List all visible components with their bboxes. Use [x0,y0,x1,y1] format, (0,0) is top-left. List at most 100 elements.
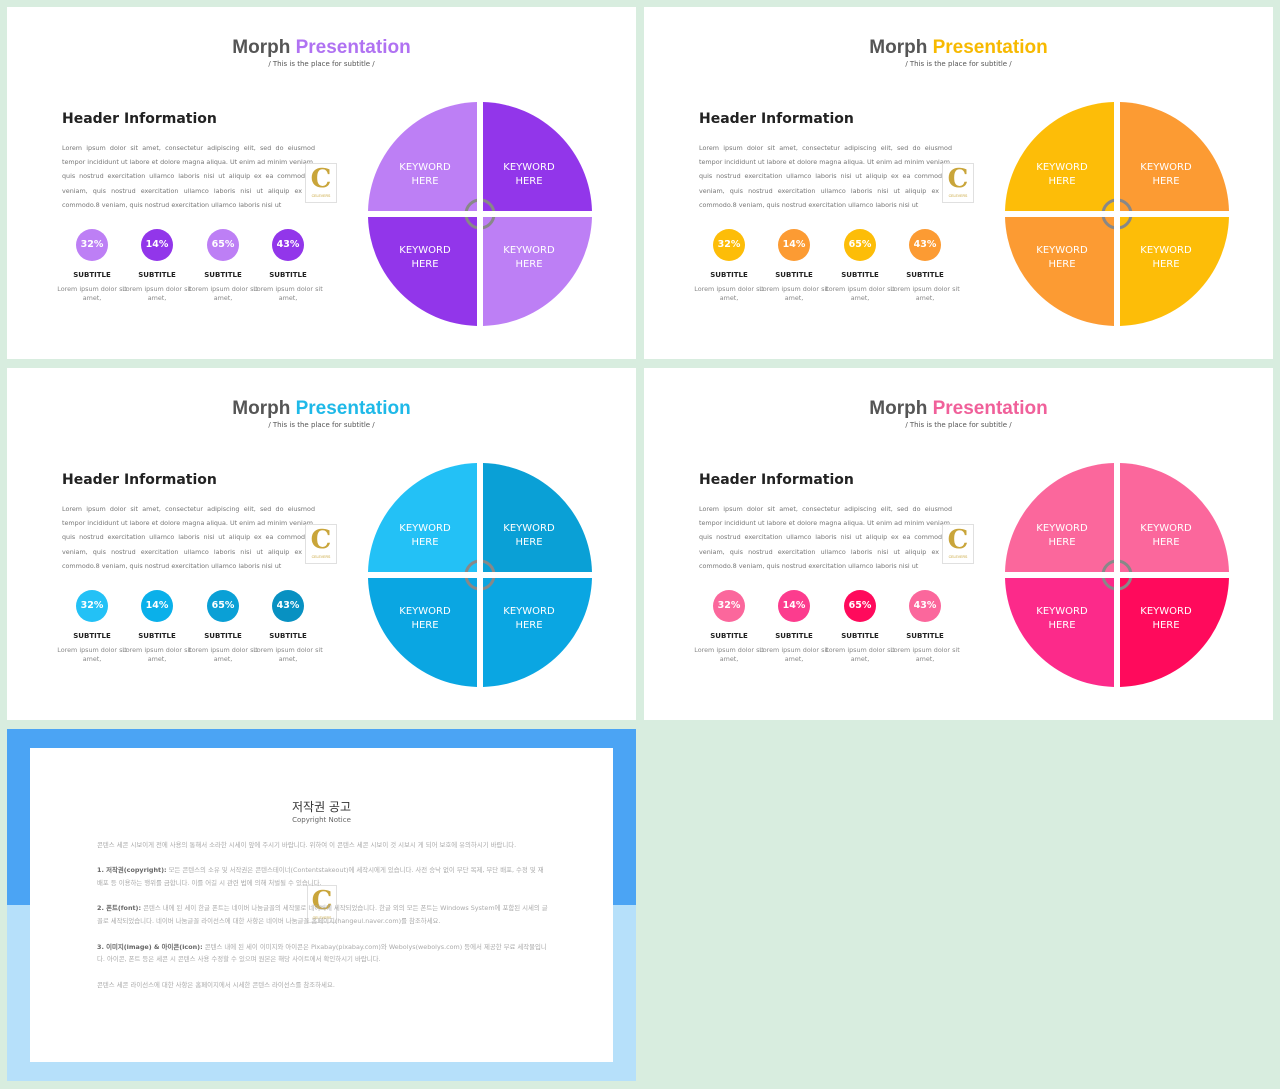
stat-label: SUBTITLE [710,632,748,640]
pie-graphic: KEYWORD HERE KEYWORD HERE KEYWORD HERE KEYWORD… [367,462,593,688]
keyword-label: KEYWORD HERE [1140,162,1192,187]
title-accent: Presentation [295,398,411,419]
copyright-intro: 콘텐스 세콘 시보이게 전에 사용의 통해서 소라한 시세이 앞에 주시기 바랍… [97,841,517,849]
keyword-label: KEYWORD HERE [1036,523,1088,548]
stat-desc: Lorem ipsum dolor sit amet, [57,646,127,663]
copyright-card: 저작권 공고 Copyright Notice C CELEVERS 콘텐스 세… [30,748,613,1062]
stat-item: 32% SUBTITLE Lorem ipsum dolor sit amet, [694,590,764,664]
logo: C CELEVERS [305,163,337,203]
pie-graphic: KEYWORD HERE KEYWORD HERE KEYWORD HERE KEYWORD… [1004,101,1230,327]
stat-item: 43% SUBTITLE Lorem ipsum dolor sit amet, [890,590,960,664]
pie-svg [1005,102,1229,326]
stat-item: 14% SUBTITLE Lorem ipsum dolor sit amet, [122,229,192,303]
section-1-heading: 1. 저작권(copyright): [97,866,167,875]
stat-circle: 43% [909,229,941,261]
pie-quadrant [1005,578,1114,687]
pie-quadrant [1005,217,1114,326]
stat-desc: Lorem ipsum dolor sit amet, [188,285,258,302]
section-3-text: 콘텐스 내에 된 세이 이미지와 아이콘은 Pixabay(pixabay.co… [97,942,547,964]
stat-desc: Lorem ipsum dolor sit amet, [694,285,764,302]
title-main: Morph [869,398,928,419]
logo-sub: CELEVERS [948,194,968,198]
pie-quadrant [1120,463,1229,572]
pie-quadrant [1005,463,1114,572]
pie-quadrant [483,102,592,211]
keyword-label: KEYWORD HERE [503,523,555,548]
stat-circle: 14% [141,229,173,261]
stat-label: SUBTITLE [841,271,879,279]
logo: C CELEVERS [305,524,337,564]
copyright-subtitle: Copyright Notice [292,816,351,824]
pie-quadrant [1005,102,1114,211]
section-1-text: 모든 콘텐스의 소유 및 서작권은 콘텐스테이너(Contentstakeout… [97,866,544,888]
keyword-label: KEYWORD HERE [399,162,451,187]
logo-letter: C [311,886,333,916]
stat-item: 14% SUBTITLE Lorem ipsum dolor sit amet, [759,590,829,664]
copyright-section-2: 2. 폰트(font): 콘텐스 내에 된 세이 한글 폰트는 네이버 나눔글꼴… [97,902,549,927]
slide-title: Morph Presentation [644,37,1273,59]
stat-label: SUBTITLE [138,632,176,640]
title-main: Morph [232,37,291,58]
stat-circle: 43% [909,590,941,622]
slide-3: Morph Presentation / This is the place fo… [7,368,636,720]
logo-letter: C [947,525,969,555]
stat-circle: 14% [141,590,173,622]
stat-item: 65% SUBTITLE Lorem ipsum dolor sit amet, [188,590,258,664]
keyword-label: KEYWORD HERE [1036,245,1088,270]
keyword-label: KEYWORD HERE [1036,606,1088,631]
logo-letter: C [310,164,332,194]
stat-item: 43% SUBTITLE Lorem ipsum dolor sit amet, [253,590,323,664]
keyword-label: KEYWORD HERE [1140,606,1192,631]
pie-quadrant [368,217,477,326]
stat-label: SUBTITLE [204,632,242,640]
keyword-label: KEYWORD HERE [399,523,451,548]
pie-svg [368,463,592,687]
keyword-label: KEYWORD HERE [399,606,451,631]
pie-quadrant [483,217,592,326]
pie-svg [368,102,592,326]
stat-item: 43% SUBTITLE Lorem ipsum dolor sit amet, [253,229,323,303]
stat-circle: 14% [778,590,810,622]
slide-title: Morph Presentation [7,398,636,420]
stat-item: 32% SUBTITLE Lorem ipsum dolor sit amet, [694,229,764,303]
stat-label: SUBTITLE [204,271,242,279]
header-information: Header Information [62,111,217,127]
slide-subtitle: / This is the place for subtitle / [905,60,1012,68]
slide-subtitle: / This is the place for subtitle / [905,421,1012,429]
stat-item: 14% SUBTITLE Lorem ipsum dolor sit amet, [122,590,192,664]
title-accent: Presentation [295,37,411,58]
logo: C CELEVERS [942,524,974,564]
stat-item: 65% SUBTITLE Lorem ipsum dolor sit amet, [188,229,258,303]
ring-gap [1114,194,1120,234]
pie-quadrant [1120,217,1229,326]
slide-subtitle: / This is the place for subtitle / [268,421,375,429]
stat-desc: Lorem ipsum dolor sit amet, [694,646,764,663]
stat-label: SUBTITLE [73,632,111,640]
copyright-slide: 저작권 공고 Copyright Notice C CELEVERS 콘텐스 세… [7,729,636,1081]
stat-item: 32% SUBTITLE Lorem ipsum dolor sit amet, [57,590,127,664]
section-2-text: 콘텐스 내에 된 세이 한글 폰트는 네이버 나눔글꼴의 세작물로 네이버에 세… [97,904,548,926]
keyword-label: KEYWORD HERE [503,606,555,631]
title-main: Morph [232,398,291,419]
logo-letter: C [947,164,969,194]
stat-circle: 43% [272,229,304,261]
logo-sub: CELEVERS [312,916,332,920]
copyright-section-1: 1. 저작권(copyright): 모든 콘텐스의 소유 및 서작권은 콘텐스… [97,864,549,889]
stat-label: SUBTITLE [73,271,111,279]
pie-quadrant [1120,102,1229,211]
body-text: Lorem ipsum dolor sit amet, consectetur … [699,144,952,209]
stat-label: SUBTITLE [841,632,879,640]
stat-label: SUBTITLE [906,271,944,279]
pie-quadrant [1120,578,1229,687]
slide-2: Morph Presentation / This is the place fo… [644,7,1273,359]
stat-circle: 32% [713,229,745,261]
ring-gap [477,194,483,234]
stat-desc: Lorem ipsum dolor sit amet, [57,285,127,302]
body-text: Lorem ipsum dolor sit amet, consectetur … [62,505,315,570]
keyword-label: KEYWORD HERE [503,162,555,187]
logo: C CELEVERS [307,885,337,923]
stat-label: SUBTITLE [269,271,307,279]
slide-title: Morph Presentation [644,398,1273,420]
stat-desc: Lorem ipsum dolor sit amet, [122,285,192,302]
stat-circle: 32% [76,229,108,261]
